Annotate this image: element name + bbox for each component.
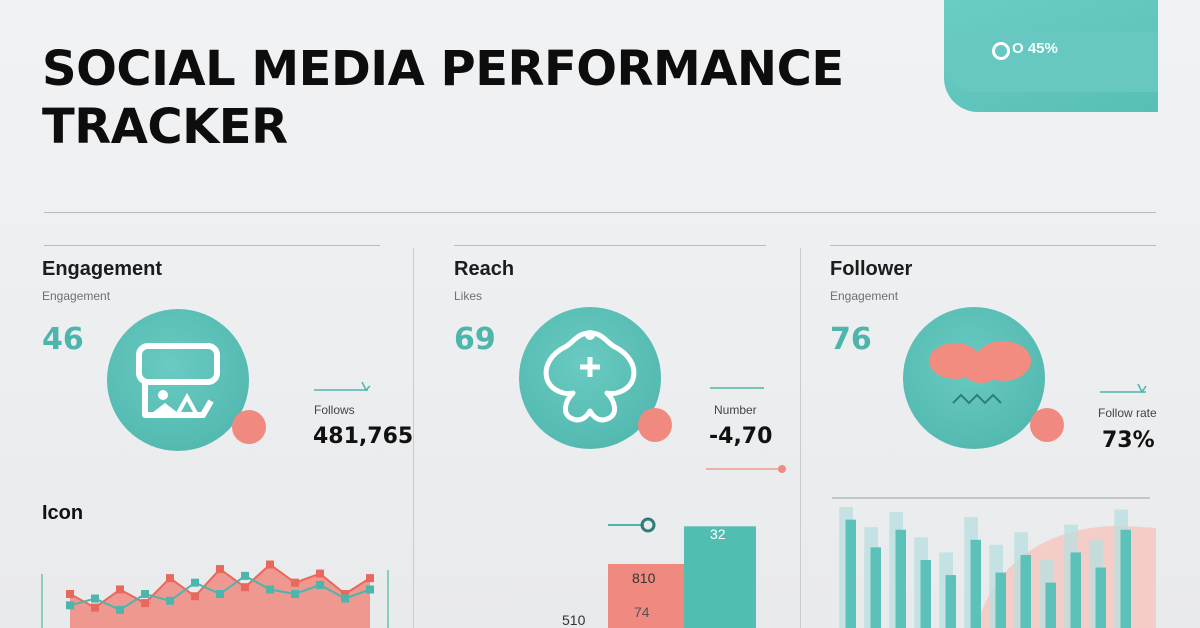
- sparkline-icon: [710, 387, 764, 389]
- bar-label-top: 32: [710, 526, 726, 542]
- follower-bar: [1020, 554, 1031, 628]
- line-point: [291, 590, 299, 598]
- line-point: [366, 574, 374, 583]
- line-point: [91, 594, 99, 603]
- stat-value: 481,765: [313, 424, 414, 449]
- coral-indicator-icon: [706, 465, 786, 473]
- line-point: [366, 585, 374, 594]
- stat-value: 73%: [1102, 428, 1155, 453]
- follower-bar: [1070, 552, 1081, 628]
- card-label-follower: Follower: [830, 258, 913, 280]
- line-point: [166, 574, 174, 583]
- line-point: [66, 601, 74, 610]
- circle-icon: [992, 42, 1010, 60]
- line-point: [316, 580, 324, 589]
- stat-label: Number: [714, 403, 757, 417]
- header-divider: [44, 212, 1156, 213]
- section-label-icon: Icon: [42, 502, 84, 524]
- column-separator: [800, 248, 801, 628]
- stat-label: Follows: [314, 403, 355, 417]
- follower-bar: [870, 547, 881, 628]
- line-point: [141, 599, 149, 608]
- line-point: [66, 590, 74, 598]
- card-label-reach: Reach: [454, 258, 515, 280]
- follower-bar: [1045, 582, 1056, 628]
- sparkline-icon: [314, 381, 371, 392]
- line-point: [341, 594, 349, 603]
- progress-badge-value: O 45%: [1012, 40, 1058, 57]
- follower-bar: [895, 529, 906, 628]
- sparkline-icon: [1100, 383, 1147, 394]
- line-point: [216, 565, 224, 574]
- follower-bar: [945, 575, 956, 628]
- reach-bar-B: [684, 526, 756, 628]
- page-title-line-1: SOCIAL MEDIA PERFORMANCE: [42, 41, 844, 97]
- card-subtitle: Likes: [454, 289, 483, 303]
- line-point: [116, 585, 124, 594]
- line-point: [166, 596, 174, 605]
- line-point: [216, 590, 224, 598]
- line-point: [241, 583, 249, 592]
- follower-bar: [845, 519, 856, 628]
- line-point: [241, 571, 249, 580]
- card-value: 69: [454, 322, 496, 357]
- line-point: [91, 603, 99, 612]
- card-value: 46: [42, 322, 84, 357]
- mini-line-chart: [41, 560, 389, 628]
- line-point: [341, 590, 349, 598]
- connector-node: [640, 517, 656, 533]
- bar-label-coral: 74: [634, 604, 650, 620]
- card-subtitle: Engagement: [42, 289, 111, 303]
- card-divider: [830, 245, 1156, 246]
- card-divider: [454, 245, 766, 246]
- line-point: [191, 578, 199, 587]
- follower-bar: [1095, 567, 1106, 628]
- card-subtitle: Engagement: [830, 289, 899, 303]
- reach-bar-chart: [608, 517, 756, 628]
- reach-bar-A: [608, 563, 686, 628]
- line-point: [291, 578, 299, 587]
- bar-label-mid: 810: [632, 570, 656, 586]
- line-point: [316, 569, 324, 578]
- progress-badge-pill: [944, 32, 1158, 92]
- column-separator: [413, 248, 414, 628]
- line-point: [141, 590, 149, 598]
- follower-bar: [995, 572, 1006, 628]
- progress-badge: O 45%: [944, 0, 1158, 112]
- card-label-engagement: Engagement: [42, 258, 163, 280]
- page-title-line-2: TRACKER: [42, 99, 288, 155]
- line-point: [191, 592, 199, 601]
- line-point: [266, 560, 274, 569]
- coral-accent-dot: [638, 408, 672, 442]
- follower-bar: [970, 539, 981, 628]
- follower-bar-chart: [832, 497, 1156, 628]
- stat-label: Follow rate: [1098, 406, 1157, 420]
- coral-accent-dot: [232, 410, 266, 444]
- card-divider: [44, 245, 380, 246]
- line-point: [116, 605, 124, 614]
- stat-value: -4,70: [709, 424, 773, 449]
- card-value: 76: [830, 322, 872, 357]
- follower-bar: [920, 559, 931, 628]
- image-frame-icon: [136, 343, 220, 418]
- page-title: SOCIAL MEDIA PERFORMANCE TRACKER: [42, 40, 942, 156]
- line-point: [266, 585, 274, 594]
- follower-bar: [1120, 529, 1131, 628]
- bar-label-low: 510: [562, 612, 586, 628]
- heart-wave-icon: [929, 341, 1031, 405]
- coral-accent-dot: [1030, 408, 1064, 442]
- medical-cross-heart-icon: [543, 330, 637, 423]
